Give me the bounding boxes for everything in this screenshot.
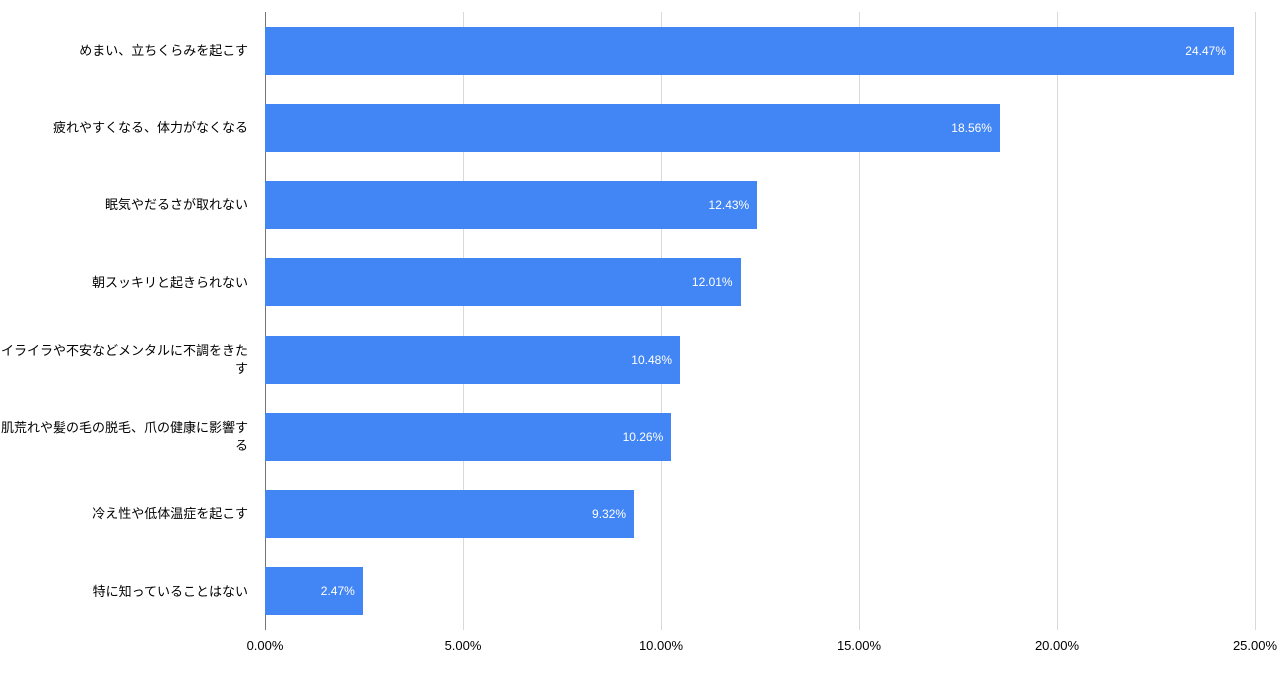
value-label: 10.48%	[631, 352, 672, 367]
bar-row: 10.26%	[265, 398, 1255, 475]
value-label: 9.32%	[592, 507, 627, 522]
category-label: 肌荒れや髪の毛の脱毛、爪の健康に影響する	[0, 420, 248, 453]
gridlines	[265, 12, 1256, 630]
gridline	[463, 12, 464, 630]
bar-series: 24.47% 18.56% 12.43% 12.01% 10.48% 10.26% 9.32…	[265, 12, 1255, 630]
axis-baseline	[265, 12, 266, 630]
bar: 24.47%	[265, 26, 1234, 75]
value-label: 2.47%	[320, 584, 355, 599]
bar: 10.26%	[265, 412, 672, 461]
x-tick-label: 25.00%	[1232, 638, 1278, 653]
bar: 12.01%	[265, 258, 741, 307]
bar: 18.56%	[265, 103, 1000, 152]
x-tick-label: 20.00%	[1034, 638, 1080, 653]
bar: 12.43%	[265, 181, 758, 230]
category-label: 冷え性や低体温症を起こす	[92, 506, 248, 522]
value-label: 12.01%	[691, 275, 733, 290]
bar-row: 2.47%	[265, 553, 1255, 630]
category-label: めまい、立ちくらみを起こす	[79, 42, 248, 58]
x-tick-label: 15.00%	[836, 638, 882, 653]
bar: 9.32%	[265, 490, 635, 539]
category-axis: めまい、立ちくらみを起こす疲れやすくなる、体力がなくなる眠気やだるさが取れない朝…	[0, 12, 256, 630]
x-tick-label: 10.00%	[638, 638, 684, 653]
category-label: 眠気やだるさが取れない	[104, 197, 248, 213]
gridline	[1255, 12, 1256, 630]
value-label: 10.26%	[622, 429, 664, 444]
bar: 2.47%	[265, 567, 363, 616]
value-label: 24.47%	[1185, 43, 1226, 58]
bar-row: 9.32%	[265, 476, 1255, 553]
gridline	[859, 12, 860, 630]
bar-row: 18.56%	[265, 89, 1255, 166]
category-label: イライラや不安などメンタルに不調をきたす	[0, 343, 248, 376]
category-label: 疲れやすくなる、体力がなくなる	[52, 120, 248, 136]
x-tick-label: 0.00%	[246, 638, 284, 653]
bar: 10.48%	[265, 335, 680, 384]
value-label: 12.43%	[708, 198, 750, 213]
x-tick-label: 5.00%	[444, 638, 482, 653]
gridline	[661, 12, 662, 630]
bar-row: 12.01%	[265, 244, 1255, 321]
gridline	[1057, 12, 1058, 630]
x-axis: 0.00% 5.00% 10.00% 15.00% 20.00% 25.00%	[247, 638, 1277, 662]
category-label: 朝スッキリと起きられない	[91, 274, 248, 290]
bar-row: 12.43%	[265, 167, 1255, 244]
category-label: 特に知っていることはない	[92, 583, 248, 599]
bar-row: 24.47%	[265, 12, 1255, 89]
bar-row: 10.48%	[265, 321, 1255, 398]
value-label: 18.56%	[951, 120, 992, 135]
